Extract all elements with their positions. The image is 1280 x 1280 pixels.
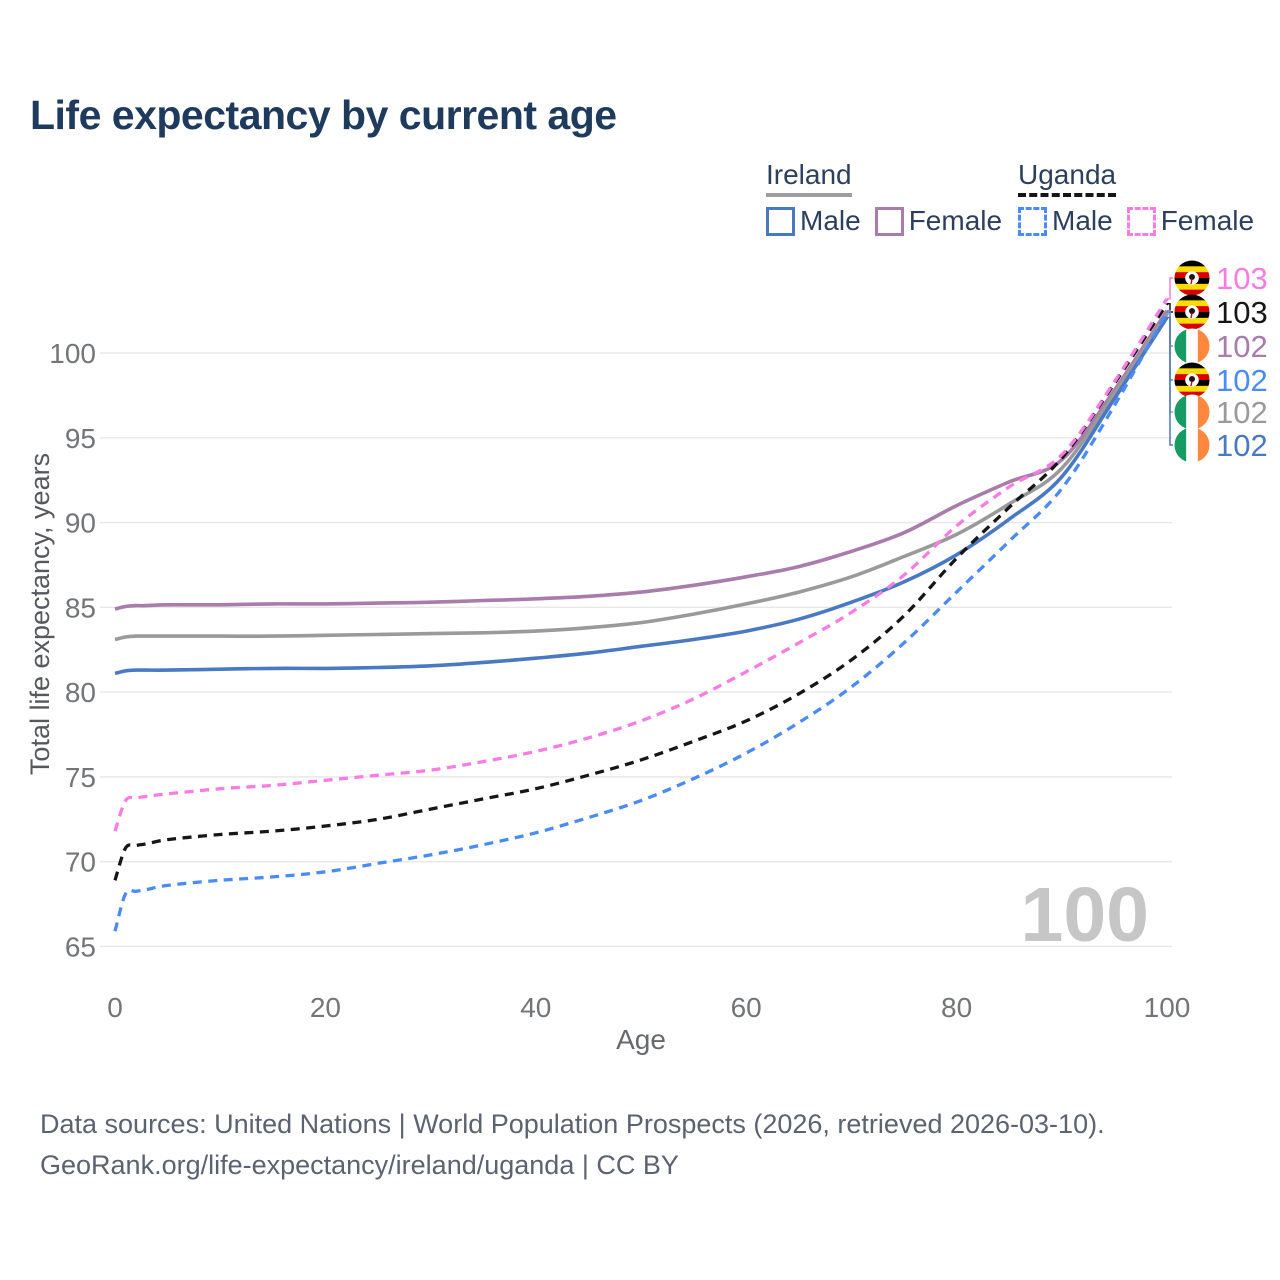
y-tick-label-65: 65 — [65, 931, 96, 962]
legend-item-ireland-male[interactable]: Male — [766, 206, 861, 236]
end-value-ireland-total: 102 — [1216, 395, 1268, 430]
series-line-ireland-female[interactable] — [114, 309, 1169, 611]
flag-icon-ireland — [1174, 328, 1210, 364]
series-line-ireland-male[interactable] — [114, 316, 1169, 676]
x-tick-label-0: 0 — [107, 992, 123, 1023]
footer-data-sources: Data sources: United Nations | World Pop… — [40, 1109, 1105, 1139]
series-line-uganda-male[interactable] — [113, 311, 1169, 932]
y-tick-label-100: 100 — [49, 338, 96, 369]
gridlines — [100, 352, 1172, 948]
series-line-uganda-total[interactable] — [113, 302, 1169, 881]
leader-line-uganda-female — [1167, 277, 1173, 300]
legend-item-uganda-male[interactable]: Male — [1018, 206, 1113, 236]
y-tick-label-80: 80 — [65, 677, 96, 708]
end-value-ireland-female: 102 — [1216, 329, 1268, 364]
flag-icon-ireland — [1174, 427, 1210, 463]
legend-label-uganda-male: Male — [1052, 205, 1113, 236]
leader-line-uganda-total — [1167, 303, 1173, 313]
x-axis-label: Age — [616, 1024, 666, 1055]
x-tick-label-60: 60 — [731, 992, 762, 1023]
age-counter-watermark: 100 — [1021, 872, 1149, 958]
end-value-uganda-total: 103 — [1216, 295, 1268, 330]
x-tick-label-40: 40 — [520, 992, 551, 1023]
end-value-uganda-male: 102 — [1216, 363, 1268, 398]
flag-icon-uganda — [1174, 260, 1210, 296]
series-line-ireland-total[interactable] — [114, 313, 1169, 642]
y-tick-label-90: 90 — [65, 508, 96, 539]
flag-icon-ireland — [1174, 394, 1210, 430]
end-value-uganda-female: 103 — [1216, 261, 1268, 296]
y-tick-label-75: 75 — [65, 762, 96, 793]
series-lines — [113, 297, 1169, 932]
x-tick-label-80: 80 — [941, 992, 972, 1023]
y-tick-label-95: 95 — [65, 423, 96, 454]
end-value-ireland-male: 102 — [1216, 428, 1268, 463]
legend-group-ireland: Ireland Male Female — [766, 160, 1002, 236]
y-axis-title: Total life expectancy, years — [25, 453, 55, 775]
y-tick-label-70: 70 — [65, 847, 96, 878]
legend: Ireland Male Female Uganda Male — [0, 160, 1280, 250]
x-tick-label-20: 20 — [310, 992, 341, 1023]
legend-item-ireland-female[interactable]: Female — [874, 205, 1003, 236]
flag-icon-uganda — [1174, 294, 1210, 330]
footer-attribution: GeoRank.org/life-expectancy/ireland/ugan… — [40, 1150, 679, 1180]
y-axis-ticks: 65 70 75 80 85 90 95 100 — [49, 338, 96, 962]
legend-group-uganda: Uganda Male Female — [1018, 160, 1254, 236]
page-title: Life expectancy by current age — [30, 92, 617, 138]
legend-item-uganda-female[interactable]: Female — [1126, 205, 1255, 236]
legend-label-uganda-female: Female — [1160, 205, 1255, 236]
legend-swatch-uganda-female — [1126, 206, 1156, 236]
x-axis-ticks: 0 20 40 60 80 100 — [107, 992, 1190, 1023]
y-tick-label-85: 85 — [65, 592, 96, 623]
legend-swatch-uganda-male — [1018, 206, 1047, 236]
legend-country-uganda: Uganda — [1018, 160, 1117, 197]
series-line-uganda-female[interactable] — [113, 297, 1169, 832]
leader-line-ireland-male — [1167, 316, 1173, 446]
x-tick-label-100: 100 — [1144, 992, 1191, 1023]
legend-country-ireland: Ireland — [766, 160, 852, 197]
legend-label-ireland-male: Male — [800, 205, 861, 236]
legend-swatch-ireland-male — [766, 206, 795, 236]
legend-label-ireland-female: Female — [908, 205, 1003, 236]
flag-icon-uganda — [1174, 362, 1210, 398]
footer: Data sources: United Nations | World Pop… — [40, 1104, 1105, 1186]
legend-swatch-ireland-female — [874, 206, 904, 236]
